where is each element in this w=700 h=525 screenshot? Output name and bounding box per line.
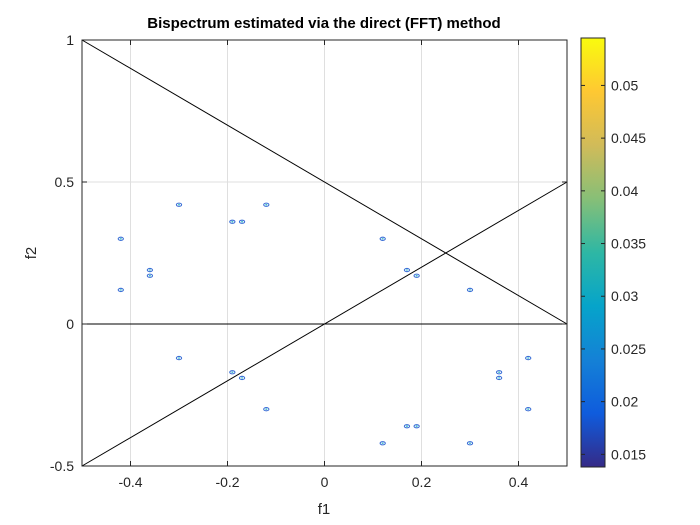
data-point (403, 424, 411, 429)
data-point-core (405, 269, 408, 271)
data-point-core (231, 221, 234, 223)
data-point (263, 202, 270, 207)
data-point-core (381, 238, 384, 240)
data-point (175, 355, 183, 361)
data-point-contour (466, 441, 474, 446)
y-tick-label: -0.5 (50, 458, 74, 474)
data-point-contour (117, 287, 124, 293)
data-point-core (148, 269, 151, 271)
data-point-core (178, 357, 180, 359)
colorbar-bar (580, 37, 606, 468)
data-point-contour (379, 441, 386, 446)
data-point-core (405, 425, 408, 427)
x-tick-label: -0.2 (215, 474, 239, 490)
data-point-core (381, 442, 384, 444)
data-point-contour (146, 267, 154, 273)
x-axis-label: f1 (318, 501, 331, 518)
data-point-core (265, 408, 268, 410)
colorbar-tick-label: 0.035 (611, 236, 646, 252)
data-point-core (231, 371, 234, 373)
data-point (117, 236, 124, 241)
data-point-contour (403, 267, 411, 273)
x-tick-label: 0 (321, 474, 329, 490)
data-point (229, 219, 236, 224)
data-point (238, 375, 246, 381)
data-point-contour (413, 273, 420, 278)
data-point-contour (413, 424, 420, 429)
y-axis-label: f2 (23, 247, 40, 260)
data-point-core (119, 238, 122, 240)
x-tick-label: 0.4 (509, 474, 529, 490)
data-point-contour (263, 202, 270, 207)
chart-title: Bispectrum estimated via the direct (FFT… (147, 15, 500, 32)
data-point-contour (229, 219, 236, 224)
data-point-core (469, 442, 471, 444)
data-point-core (527, 408, 530, 410)
colorbar-tick-label: 0.05 (611, 77, 638, 93)
data-point (379, 236, 386, 241)
y-tick-label: 0.5 (55, 174, 75, 190)
data-point-contour (175, 202, 183, 207)
data-point-core (265, 204, 268, 206)
data-point-contour (175, 355, 183, 361)
data-point (229, 370, 236, 375)
colorbar-tick-label: 0.025 (611, 341, 646, 357)
data-point-contour (495, 370, 503, 375)
data-point-core (241, 377, 244, 379)
colorbar-tick-label: 0.015 (611, 446, 646, 462)
y-tick-label: 0 (66, 316, 74, 332)
data-point (495, 370, 503, 375)
data-point (238, 219, 246, 224)
colorbar-tick-label: 0.045 (611, 130, 646, 146)
data-point-contour (525, 355, 532, 361)
data-point (413, 273, 420, 278)
x-tick-label: 0.2 (412, 474, 432, 490)
data-point (403, 267, 411, 273)
data-point (379, 441, 386, 446)
data-point-contour (238, 219, 246, 224)
data-point (146, 267, 154, 273)
data-point (466, 441, 474, 446)
data-point-core (498, 371, 501, 373)
plot-area: -0.4 -0.2 0 0.2 0.4 -0.5 0 0.5 1 (50, 32, 568, 490)
colorbar: 0.015 0.02 0.025 0.03 0.035 0.04 0.045 0.05 (580, 37, 646, 468)
data-point (495, 375, 503, 381)
data-point-core (241, 221, 244, 223)
data-point-core (415, 275, 418, 277)
data-point-core (527, 357, 530, 359)
data-point (466, 287, 474, 293)
data-point-contour (466, 287, 474, 293)
data-point-contour (146, 273, 154, 278)
data-point-core (415, 425, 418, 427)
data-point-core (498, 377, 501, 379)
data-point (525, 355, 532, 361)
y-tick-label: 1 (66, 32, 74, 48)
data-point-contour (229, 370, 236, 375)
data-point-core (148, 275, 151, 277)
data-point-contour (263, 407, 270, 412)
colorbar-tick-label: 0.04 (611, 183, 638, 199)
colorbar-tick-label: 0.02 (611, 394, 638, 410)
data-point (263, 407, 270, 412)
data-point-contour (238, 375, 246, 381)
data-point (117, 287, 124, 293)
data-point-contour (379, 236, 386, 241)
data-point (175, 202, 183, 207)
reference-line (81, 39, 568, 325)
data-point-contour (117, 236, 124, 241)
data-point-core (469, 289, 471, 291)
data-point-core (119, 289, 122, 291)
data-point-contour (403, 424, 411, 429)
data-point (525, 407, 532, 412)
data-point-core (178, 204, 180, 206)
data-point-contour (495, 375, 503, 381)
colorbar-tick-label: 0.03 (611, 288, 638, 304)
data-point (413, 424, 420, 429)
data-point-contour (525, 407, 532, 412)
data-point (146, 273, 154, 278)
x-tick-label: -0.4 (118, 474, 142, 490)
